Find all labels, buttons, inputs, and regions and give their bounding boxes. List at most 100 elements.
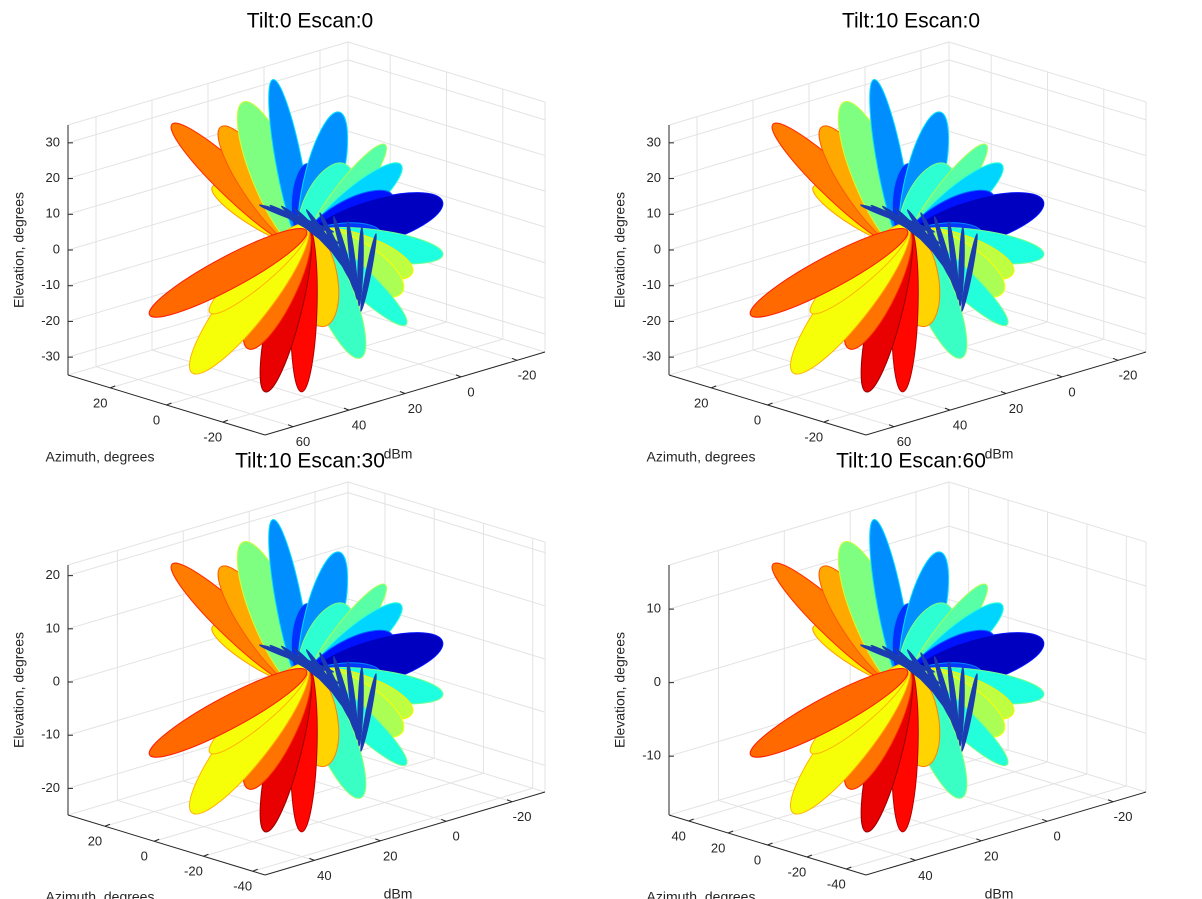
grid-line (668, 525, 950, 610)
y-tick-label: 0 (1068, 384, 1075, 399)
surface-lobe (958, 666, 965, 747)
x-tick-label: -40 (233, 879, 252, 894)
tick-mark (823, 419, 829, 423)
surface-lobe (346, 660, 359, 741)
x-tick-label: -20 (804, 430, 823, 445)
tick-mark (110, 385, 116, 389)
surface-lobe (357, 226, 364, 307)
z-tick-label: -20 (642, 313, 661, 328)
surface-lobe (333, 216, 356, 293)
tick-mark (888, 424, 895, 428)
tick-mark (727, 830, 734, 834)
z-tick-label: -10 (41, 727, 60, 742)
chart-title: Tilt:0 Escan:0 (247, 10, 373, 33)
tick-mark (944, 407, 951, 411)
surface-lobe (333, 656, 356, 733)
grid-line (203, 772, 484, 857)
y-axis-label: dBm (985, 446, 1014, 462)
z-tick-label: 30 (647, 134, 661, 149)
z-tick-label: 0 (654, 674, 661, 689)
y-tick-label: -20 (518, 368, 537, 383)
grid-line (846, 785, 1127, 870)
tick-mark (711, 385, 717, 389)
tick-mark (506, 799, 513, 803)
tick-mark (455, 374, 462, 378)
subplot: 10 0 -10 40 20 0 -20 -40 40 20 0 -20 Tilt:10 Escan:6… (612, 450, 1147, 899)
z-axis-label: Elevation, degrees (11, 192, 27, 308)
x-tick-label: 0 (754, 412, 761, 427)
z-tick-label: 10 (647, 601, 661, 616)
y-tick-label: -20 (513, 809, 532, 824)
surface-lobe (346, 220, 359, 301)
tick-mark (104, 823, 111, 827)
tick-mark (440, 818, 447, 822)
x-tick-label: 0 (141, 849, 148, 864)
z-tick-label: -20 (41, 780, 60, 795)
box-edge (668, 481, 950, 566)
x-tick-label: -20 (203, 430, 222, 445)
y-tick-label: -20 (1119, 368, 1138, 383)
tick-mark (343, 407, 350, 411)
grid-line (67, 492, 349, 577)
z-tick-label: -10 (642, 277, 661, 292)
y-tick-label: 0 (1054, 829, 1061, 844)
axis-line (264, 791, 546, 876)
z-tick-label: -10 (642, 748, 661, 763)
tick-mark (511, 357, 518, 361)
surface-lobe (749, 668, 909, 758)
x-axis-label: Azimuth, degrees (46, 449, 155, 465)
z-axis-label: Elevation, degrees (612, 632, 628, 748)
tick-mark (166, 402, 172, 406)
tick-mark (399, 391, 406, 394)
z-tick-label: 10 (46, 206, 60, 221)
surface-lobe (961, 673, 978, 752)
y-tick-label: -20 (1114, 809, 1133, 824)
subplot: 30 20 10 0 -10 -20 -30 20 0 -20 60 40 20 0 -20 Tilt:10 … (612, 10, 1147, 465)
grid-line (806, 773, 1088, 858)
surface-lobe (749, 228, 909, 318)
axis-line (67, 814, 266, 876)
x-tick-label: 20 (711, 840, 725, 855)
x-tick-label: -20 (184, 864, 203, 879)
y-tick-label: 20 (984, 848, 998, 863)
tick-mark (252, 868, 258, 872)
surface-lobe (934, 656, 957, 733)
surface-lobe (947, 220, 960, 301)
grid-line (151, 349, 350, 411)
box-edge (347, 481, 546, 543)
tick-mark (767, 842, 773, 846)
x-tick-label: 40 (671, 828, 685, 843)
z-tick-label: 0 (654, 241, 661, 256)
chart-title: Tilt:10 Escan:60 (836, 450, 986, 473)
y-tick-label: 60 (296, 434, 310, 449)
chart-title: Tilt:10 Escan:30 (235, 450, 385, 473)
x-axis-label: Azimuth, degrees (647, 889, 756, 899)
z-tick-label: 10 (647, 206, 661, 221)
z-tick-label: -30 (642, 349, 661, 364)
tick-mark (154, 838, 160, 842)
grid-line (347, 545, 546, 607)
x-tick-label: -40 (827, 876, 846, 891)
surface-lobe (148, 668, 308, 758)
z-tick-label: 10 (46, 620, 60, 635)
z-tick-label: -20 (41, 313, 60, 328)
tick-mark (309, 857, 315, 861)
tick-mark (203, 853, 209, 857)
x-tick-label: 20 (694, 395, 708, 410)
y-tick-label: 20 (1009, 401, 1023, 416)
tick-mark (1056, 374, 1063, 378)
surface-lobe (958, 226, 965, 307)
tick-mark (375, 838, 381, 842)
y-tick-label: 40 (918, 868, 932, 883)
grid-line (252, 787, 533, 872)
grid-line (95, 366, 294, 428)
tick-mark (1112, 357, 1119, 361)
z-tick-label: 20 (46, 170, 60, 185)
tick-mark (1107, 799, 1114, 803)
subplot: 30 20 10 0 -10 -20 -30 20 0 -20 60 40 20 0 -20 Tilt:0 E… (11, 10, 546, 465)
z-tick-label: 20 (647, 170, 661, 185)
z-axis-label: Elevation, degrees (612, 192, 628, 308)
y-tick-label: 60 (897, 434, 911, 449)
tick-mark (1041, 818, 1048, 822)
